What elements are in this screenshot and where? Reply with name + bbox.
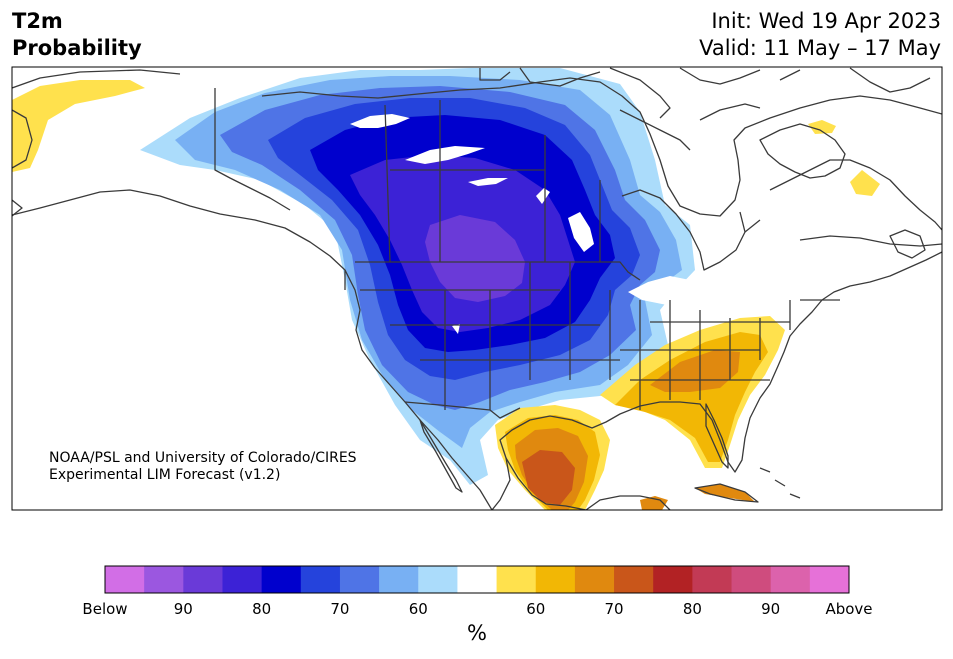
colorbar-tick-label: Above bbox=[825, 600, 873, 618]
colorbar bbox=[104, 565, 850, 594]
pacific-coastline bbox=[12, 189, 493, 510]
arctic-islands-2 bbox=[619, 67, 931, 151]
colorbar-tick-label: 80 bbox=[252, 600, 272, 618]
map-title: T2m Probability bbox=[12, 8, 142, 62]
bahamas bbox=[759, 467, 801, 499]
colorbar-tick-label: 70 bbox=[604, 600, 624, 618]
above-band-labrador bbox=[808, 120, 836, 134]
lake-winnipeg bbox=[568, 212, 594, 252]
great-lakes bbox=[628, 276, 735, 318]
gulf-coastline bbox=[491, 251, 942, 510]
credit-line-2: Experimental LIM Forecast (v1.2) bbox=[49, 467, 281, 483]
great-salt-lake bbox=[452, 324, 460, 334]
colorbar-swatch bbox=[379, 566, 419, 593]
hudson-bay bbox=[621, 189, 746, 271]
colorbar-swatch bbox=[144, 566, 184, 593]
valid-dates: Valid: 11 May – 17 May bbox=[699, 36, 941, 60]
colorbar-tick-label: 60 bbox=[408, 600, 428, 618]
title-type: Probability bbox=[12, 36, 142, 60]
colorbar-swatch bbox=[770, 566, 811, 593]
above-band-cuba-east bbox=[695, 484, 755, 502]
us-state-lines-east bbox=[620, 299, 840, 410]
colorbar-swatch bbox=[339, 566, 380, 593]
colorbar-tick-label: 90 bbox=[173, 600, 193, 618]
map-content bbox=[12, 67, 942, 510]
colorbar-swatch bbox=[731, 566, 772, 593]
arctic-coast bbox=[261, 77, 942, 217]
great-bear-lake bbox=[405, 146, 485, 164]
colorbar-swatch bbox=[809, 566, 850, 593]
colorbar-swatch bbox=[653, 566, 693, 593]
greenland-coast bbox=[12, 69, 181, 217]
colorbar-swatch bbox=[300, 566, 341, 593]
great-slave-lake bbox=[350, 114, 410, 128]
newfoundland bbox=[889, 229, 926, 259]
reindeer-lake bbox=[536, 188, 550, 204]
colorbar-tick-label: Below bbox=[82, 600, 128, 618]
colorbar-tick-label: 90 bbox=[761, 600, 781, 618]
alaska-border bbox=[214, 88, 291, 211]
data-credit: NOAA/PSL and University of Colorado/CIRE… bbox=[49, 450, 357, 484]
baja-peninsula bbox=[419, 419, 463, 493]
boundaries bbox=[12, 67, 942, 510]
colorbar-swatch bbox=[457, 566, 498, 593]
above-band-greenland-west bbox=[12, 80, 145, 172]
baffin-island bbox=[759, 123, 846, 179]
below-band-90 bbox=[425, 215, 525, 302]
colorbar-swatch bbox=[105, 566, 145, 593]
above-band-75-mexico bbox=[522, 450, 575, 505]
colorbar-swatch bbox=[261, 566, 302, 593]
colorbar-swatch bbox=[496, 566, 537, 593]
above-band-cuba bbox=[640, 496, 668, 510]
colorbar-unit: % bbox=[467, 621, 487, 645]
colorbar-tick-label: 60 bbox=[526, 600, 546, 618]
title-variable: T2m bbox=[12, 9, 63, 33]
colorbar-swatch bbox=[418, 566, 458, 593]
colorbar-frame bbox=[104, 565, 850, 594]
colorbar-swatch bbox=[692, 566, 733, 593]
canada-us-border bbox=[355, 261, 641, 281]
colorbar-swatch bbox=[222, 566, 263, 593]
lake-athabasca bbox=[468, 178, 508, 186]
arctic-islands-1 bbox=[479, 67, 761, 119]
colorbar-tick-label: 70 bbox=[330, 600, 350, 618]
credit-line-1: NOAA/PSL and University of Colorado/CIRE… bbox=[49, 450, 357, 466]
above-band-quebec-north bbox=[850, 170, 880, 196]
colorbar-tick-label: 80 bbox=[682, 600, 702, 618]
colorbar-swatch bbox=[183, 566, 223, 593]
colorbar-swatch bbox=[614, 566, 654, 593]
colorbar-swatch bbox=[535, 566, 576, 593]
forecast-dates: Init: Wed 19 Apr 2023 Valid: 11 May – 17… bbox=[699, 8, 941, 62]
us-state-lines-west bbox=[360, 262, 620, 410]
init-date: Init: Wed 19 Apr 2023 bbox=[711, 9, 941, 33]
canadian-province-lines bbox=[344, 100, 601, 290]
above-band-70-east bbox=[650, 350, 740, 392]
cuba bbox=[694, 483, 759, 503]
florida bbox=[705, 403, 729, 469]
colorbar-swatch bbox=[574, 566, 615, 593]
mexico-east-coast bbox=[505, 457, 587, 510]
central-america bbox=[585, 495, 671, 510]
map-frame bbox=[11, 66, 943, 511]
